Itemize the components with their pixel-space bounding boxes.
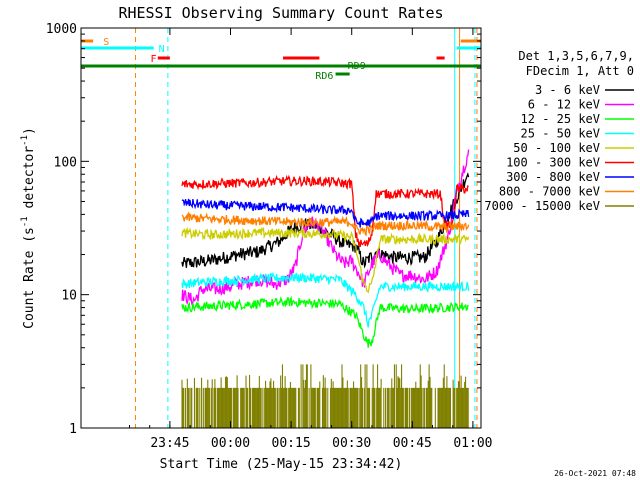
legend-header-line-2: FDecim 1, Att 0 (526, 64, 634, 78)
series-line (181, 271, 470, 328)
legend-entry-label: 6 - 12 keV (528, 98, 600, 112)
flag-label-rd9: RD9 (348, 61, 366, 72)
legend-entry-label: 50 - 100 keV (513, 141, 600, 155)
x-axis-label: Start Time (25-May-15 23:34:42) (160, 457, 403, 472)
series-50-100-kev (181, 226, 470, 294)
series-line (181, 198, 470, 228)
flag-label-s: S (103, 37, 109, 48)
y-tick-label: 10 (61, 289, 77, 304)
y-tick-label: 1000 (46, 22, 77, 37)
series-100-300-kev (181, 174, 469, 248)
series-7000-15000-kev (181, 364, 469, 428)
y-axis: 1 10 100 1000 (46, 22, 481, 437)
x-tick-label: 23:45 (150, 436, 189, 451)
series-line (181, 174, 469, 248)
legend-entry-label: 12 - 25 keV (521, 112, 600, 126)
flag-label-rd6: RD6 (315, 71, 333, 82)
legend-entry-label: 25 - 50 keV (521, 127, 600, 141)
legend-entry-label: 3 - 6 keV (535, 83, 600, 97)
flag-label-n: N (159, 44, 165, 55)
legend: Det 1,3,5,6,7,9, FDecim 1, Att 0 3 - 6 k… (484, 49, 634, 213)
series-line (181, 149, 470, 306)
x-tick-label: 01:00 (453, 436, 492, 451)
x-tick-label: 00:30 (332, 436, 371, 451)
y-axis-label: Count Rate (s-1 detector-1) (20, 127, 37, 329)
x-tick-label: 00:45 (393, 436, 432, 451)
event-markers (80, 28, 478, 428)
series-6-12-kev (181, 149, 470, 306)
series-line (181, 226, 470, 294)
x-axis: 23:45 00:00 00:15 00:30 00:45 01:00 (128, 28, 492, 451)
series-25-50-kev (181, 271, 470, 328)
series-layer (181, 149, 470, 428)
y-tick-label: 1 (69, 422, 77, 437)
plot-frame (80, 27, 482, 429)
timestamp: 26-Oct-2021 07:48 (554, 469, 636, 478)
legend-entry-label: 7000 - 15000 keV (484, 199, 600, 213)
chart-title: RHESSI Observing Summary Count Rates (118, 4, 443, 22)
y-tick-label: 100 (54, 155, 77, 170)
x-tick-label: 00:15 (272, 436, 311, 451)
series-12-25-kev (181, 295, 469, 348)
series-800-7000-kev (181, 211, 470, 237)
x-tick-label: 00:00 (211, 436, 250, 451)
series-line (181, 295, 469, 348)
flag-bars: S NF RD9 RD6 (81, 37, 481, 82)
legend-header-line-1: Det 1,3,5,6,7,9, (518, 49, 634, 63)
flag-label-f: F (150, 54, 156, 65)
legend-entry-label: 300 - 800 keV (506, 170, 600, 184)
series-300-800-kev (181, 198, 470, 228)
series-line (181, 211, 470, 237)
legend-entry-label: 100 - 300 keV (506, 156, 600, 170)
legend-entry-label: 800 - 7000 keV (499, 185, 600, 199)
